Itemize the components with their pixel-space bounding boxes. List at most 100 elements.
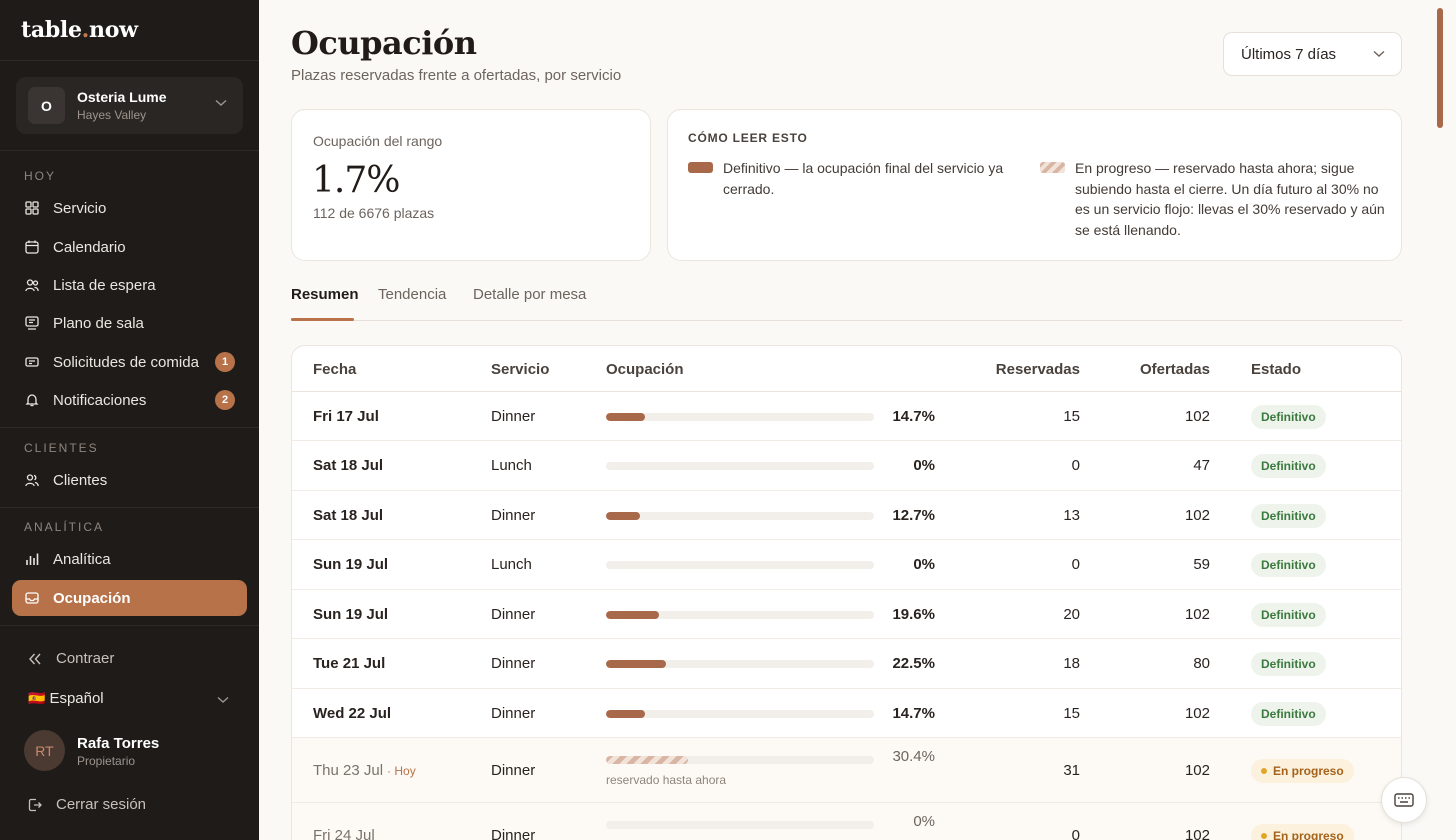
- date-range-select[interactable]: Últimos 7 días: [1223, 32, 1402, 76]
- table-row[interactable]: Sat 18 Jul Dinner 12.7% 13 102 Definitivo: [292, 491, 1401, 540]
- date-text: Thu 23 Jul: [313, 762, 384, 779]
- nav-item-lista-de-espera[interactable]: Lista de espera: [12, 267, 247, 303]
- nav-item-clientes[interactable]: Clientes: [12, 462, 247, 498]
- status-badge: Definitivo: [1251, 405, 1326, 429]
- flag-spain-icon: 🇪🇸: [28, 690, 46, 706]
- nav-item-label: Plano de sala: [53, 314, 144, 332]
- occupancy-bar: [606, 710, 874, 718]
- brand-name-part: now: [89, 17, 138, 43]
- cell-date: Sun 19 Jul: [313, 606, 388, 623]
- occupancy-bar: [606, 821, 874, 829]
- cell-occupancy-pct: 14.7%: [892, 705, 935, 722]
- cell-offered: 59: [1193, 556, 1210, 573]
- keyboard-shortcuts-button[interactable]: [1381, 777, 1427, 823]
- tab-resumen[interactable]: Resumen: [291, 286, 359, 303]
- page-title: Ocupación: [291, 24, 477, 62]
- date-text: Sat 18 Jul: [313, 507, 384, 524]
- kpi-subtext: 112 de 6676 plazas: [313, 205, 435, 221]
- cell-occupancy-pct: 30.4%: [892, 748, 935, 765]
- final-swatch: [688, 162, 713, 173]
- cell-offered: 102: [1184, 762, 1210, 779]
- table-row[interactable]: Sun 19 Jul Dinner 19.6% 20 102 Definitivo: [292, 590, 1401, 639]
- section-label-clients: CLIENTES: [24, 441, 99, 455]
- table-row[interactable]: Fri 24 Jul Dinner 0% 0 102 En progreso: [292, 803, 1401, 840]
- count-badge: 2: [215, 390, 235, 410]
- nav-item-notificaciones[interactable]: Notificaciones 2: [12, 382, 247, 418]
- cell-occupancy-pct: 0%: [913, 457, 935, 474]
- nav-item-label: Servicio: [53, 199, 107, 217]
- cell-occupancy-pct: 0%: [913, 556, 935, 573]
- cell-booked: 0: [1071, 457, 1080, 474]
- nav-item-label: Analítica: [53, 550, 111, 568]
- cell-offered: 47: [1193, 457, 1210, 474]
- brand-logo[interactable]: table.now: [0, 0, 259, 61]
- table-row[interactable]: Fri 17 Jul Dinner 14.7% 15 102 Definitivo: [292, 392, 1401, 441]
- logout-button[interactable]: Cerrar sesión: [28, 796, 146, 813]
- cell-booked: 18: [1063, 655, 1080, 672]
- venue-switcher-wrap: O Osteria Lume Hayes Valley: [0, 61, 259, 151]
- venue-location: Hayes Valley: [77, 108, 147, 122]
- cell-offered: 102: [1184, 705, 1210, 722]
- cell-service: Lunch: [491, 457, 532, 474]
- clients-icon: [25, 474, 39, 487]
- table-row[interactable]: Tue 21 Jul Dinner 22.5% 18 80 Definitivo: [292, 639, 1401, 689]
- column-header-booked: Reservadas: [995, 361, 1080, 378]
- cell-occupancy-pct: 0%: [913, 813, 935, 830]
- double-chevron-left-icon: [29, 653, 41, 664]
- cell-occupancy-pct: 12.7%: [892, 507, 935, 524]
- cell-service: Lunch: [491, 556, 532, 573]
- occupancy-bar-fill: [606, 710, 646, 718]
- date-text: Sun 19 Jul: [313, 606, 389, 623]
- legend-title: CÓMO LEER ESTO: [688, 131, 808, 145]
- page-subtitle: Plazas reservadas frente a ofertadas, po…: [291, 67, 622, 84]
- language-selector[interactable]: 🇪🇸 Español: [28, 690, 231, 707]
- nav-item-label: Ocupación: [53, 589, 131, 607]
- occupancy-bar: [606, 462, 874, 470]
- scrollbar-thumb[interactable]: [1437, 8, 1443, 128]
- table-row[interactable]: Sat 18 Jul Lunch 0% 0 47 Definitivo: [292, 441, 1401, 491]
- occupancy-bar-fill: [606, 756, 688, 764]
- occupancy-bar: [606, 660, 874, 668]
- occupancy-bar: [606, 512, 874, 520]
- legend-progress-text: En progreso — reservado hasta ahora; sig…: [1075, 160, 1385, 238]
- column-header-occupancy: Ocupación: [606, 361, 684, 378]
- status-badge: Definitivo: [1251, 553, 1326, 577]
- tab-tendencia[interactable]: Tendencia: [378, 286, 447, 303]
- occupancy-bar-fill: [606, 413, 646, 421]
- cell-date: Sun 19 Jul: [313, 556, 388, 573]
- kpi-label: Ocupación del rango: [313, 133, 443, 149]
- date-text: Fri 17 Jul: [313, 408, 379, 425]
- cell-offered: 102: [1184, 408, 1210, 425]
- column-header-status: Estado: [1251, 361, 1302, 378]
- cell-booked: 0: [1071, 827, 1080, 840]
- nav-item-servicio[interactable]: Servicio: [12, 190, 247, 226]
- nav-item-label: Notificaciones: [53, 391, 147, 409]
- user-avatar[interactable]: RT: [24, 730, 65, 771]
- table-row[interactable]: Thu 23 Jul · Hoy Dinner reservado hasta aho…: [292, 738, 1401, 803]
- brand-dot: .: [81, 17, 90, 43]
- brand-name-part: table: [21, 17, 82, 43]
- date-range-value: Últimos 7 días: [1241, 45, 1337, 63]
- nav-item-solicitudes-de-comida[interactable]: Solicitudes de comida 1: [12, 344, 247, 380]
- bell-icon: [25, 394, 39, 407]
- table-row[interactable]: Sun 19 Jul Lunch 0% 0 59 Definitivo: [292, 540, 1401, 590]
- cell-service: Dinner: [491, 408, 536, 425]
- occupancy-bar-fill: [606, 611, 659, 619]
- section-label-analytics: ANALÍTICA: [24, 520, 105, 534]
- cell-service: Dinner: [491, 655, 536, 672]
- tab-detalle-por-mesa[interactable]: Detalle por mesa: [473, 286, 587, 303]
- bar-chart-icon: [26, 553, 39, 565]
- collapse-sidebar-button[interactable]: Contraer: [28, 650, 114, 667]
- nav-item-calendario[interactable]: Calendario: [12, 229, 247, 265]
- venue-switcher[interactable]: O Osteria Lume Hayes Valley: [16, 77, 243, 134]
- nav-item-ocupacion[interactable]: Ocupación: [12, 580, 247, 616]
- date-text: Wed 22 Jul: [313, 705, 392, 722]
- cell-offered: 102: [1184, 827, 1210, 840]
- nav-item-analitica[interactable]: Analítica: [12, 541, 247, 577]
- status-badge: Definitivo: [1251, 504, 1326, 528]
- status-badge: Definitivo: [1251, 603, 1326, 627]
- legend-card: CÓMO LEER ESTO Definitivo — la ocupación…: [667, 109, 1402, 261]
- ticket-icon: [25, 357, 39, 367]
- table-row[interactable]: Wed 22 Jul Dinner 14.7% 15 102 Definitivo: [292, 689, 1401, 738]
- nav-item-plano-de-sala[interactable]: Plano de sala: [12, 305, 247, 341]
